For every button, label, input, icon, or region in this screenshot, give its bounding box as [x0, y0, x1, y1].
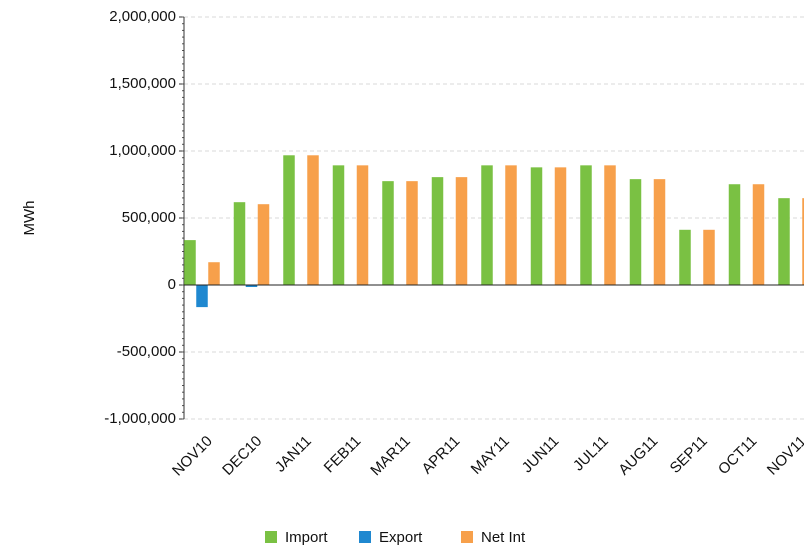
x-tick-label: NOV11: [764, 433, 804, 479]
bar: [580, 165, 592, 285]
x-tick-label: AUG11: [615, 433, 661, 479]
bar: [208, 262, 220, 285]
bar: [481, 165, 493, 285]
x-tick-label: JUL11: [570, 433, 612, 475]
bar: [332, 165, 345, 285]
bar: [196, 285, 208, 308]
x-tick-label: APR11: [419, 433, 464, 478]
legend-swatch: [461, 531, 473, 543]
bar: [257, 204, 270, 285]
bar: [554, 167, 567, 285]
x-tick-label: JAN11: [272, 433, 315, 476]
bar: [431, 177, 444, 285]
legend-swatch: [265, 531, 277, 543]
y-tick-label: -500,000: [117, 343, 176, 360]
x-tick-label: JUN11: [519, 433, 563, 477]
x-tick-label: DEC10: [219, 433, 265, 479]
bar: [802, 198, 804, 285]
bar: [653, 179, 666, 285]
y-tick-label: 1,000,000: [109, 142, 176, 159]
bar: [530, 167, 543, 285]
legend-label: Net Int: [481, 529, 526, 546]
bar: [604, 165, 616, 285]
bar: [679, 229, 691, 285]
x-tick-label: SEP11: [667, 433, 711, 477]
bar: [778, 198, 790, 285]
bar: [283, 155, 295, 285]
x-tick-label: OCT11: [715, 433, 760, 478]
legend-swatch: [359, 531, 371, 543]
bar: [629, 179, 642, 285]
y-tick-label: 0: [168, 276, 176, 293]
x-tick-label: MAY11: [468, 433, 513, 478]
bar: [728, 184, 741, 285]
bar: [356, 165, 369, 285]
y-tick-label: -1,000,000: [104, 410, 176, 427]
x-tick-label: MAR11: [367, 433, 414, 480]
x-tick-label: FEB11: [321, 433, 365, 477]
bar: [455, 177, 468, 285]
x-tick-label: NOV10: [169, 433, 216, 480]
bar: [307, 155, 319, 285]
bar: [406, 181, 418, 285]
legend-label: Export: [379, 529, 423, 546]
bar: [752, 184, 765, 285]
y-axis-label: MWh: [21, 201, 38, 236]
legend-label: Import: [285, 529, 328, 546]
y-tick-label: 2,000,000: [109, 8, 176, 25]
bar: [184, 240, 196, 285]
bar: [245, 285, 258, 288]
bar: [382, 181, 394, 285]
bar: [505, 165, 517, 285]
y-tick-label: 500,000: [122, 209, 176, 226]
bar: [703, 229, 715, 285]
bar: [233, 202, 246, 285]
y-tick-label: 1,500,000: [109, 75, 176, 92]
